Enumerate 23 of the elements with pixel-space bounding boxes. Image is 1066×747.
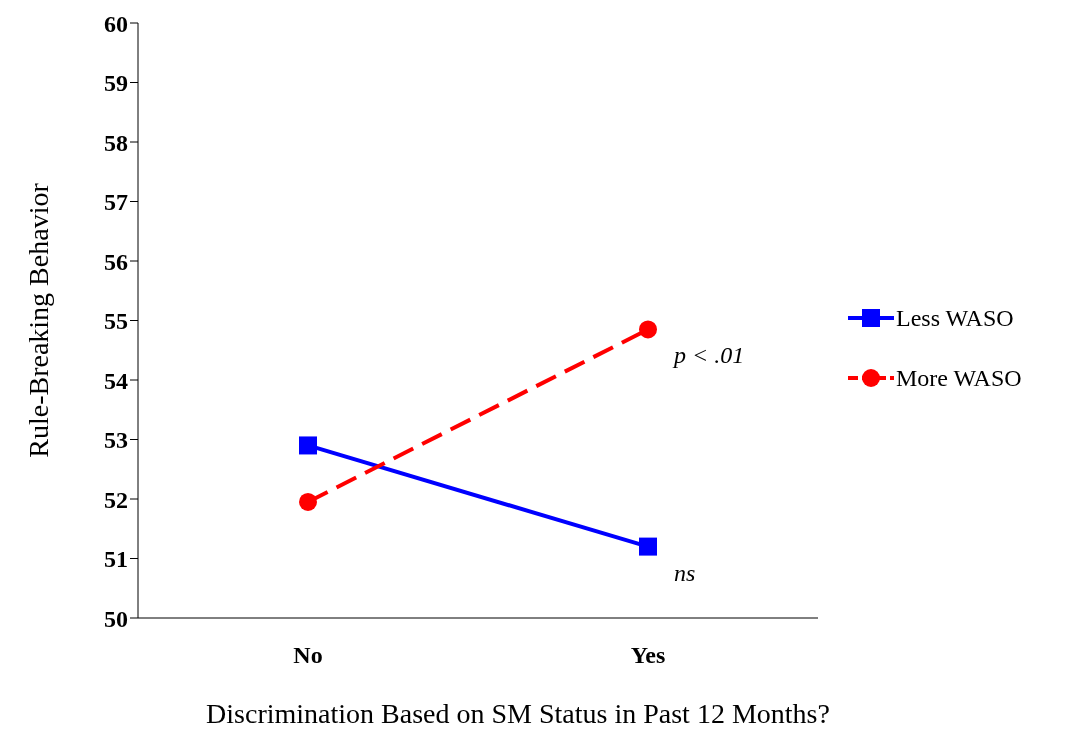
x-tick-label: No: [293, 642, 323, 669]
y-tick-label: 53: [104, 427, 128, 454]
y-tick-label: 57: [104, 189, 128, 216]
point: [639, 320, 657, 339]
y-tick-label: 50: [104, 605, 128, 632]
x-tick-label: Yes: [630, 642, 666, 669]
y-tick-label: 55: [104, 308, 128, 335]
y-tick-label: 59: [104, 70, 128, 97]
y-tick-label: 52: [104, 486, 128, 513]
y-tick-label: 54: [104, 367, 128, 394]
y-axis-title: Rule-Breaking Behavior: [22, 182, 54, 458]
y-tick-label: 51: [104, 546, 128, 573]
point: [299, 492, 317, 511]
point: [639, 537, 657, 556]
y-tick-label: 60: [104, 10, 128, 37]
point: [299, 436, 317, 455]
legend-label: More WASO: [896, 364, 1022, 392]
y-tick-label: 56: [104, 248, 128, 275]
annotation: p < .01: [672, 342, 745, 369]
x-axis-title: Discrimination Based on SM Status in Past 12 Months?: [205, 698, 831, 730]
annotation: ns: [674, 559, 696, 586]
y-tick-label: 58: [104, 129, 128, 156]
legend-label: Less WASO: [896, 304, 1014, 332]
